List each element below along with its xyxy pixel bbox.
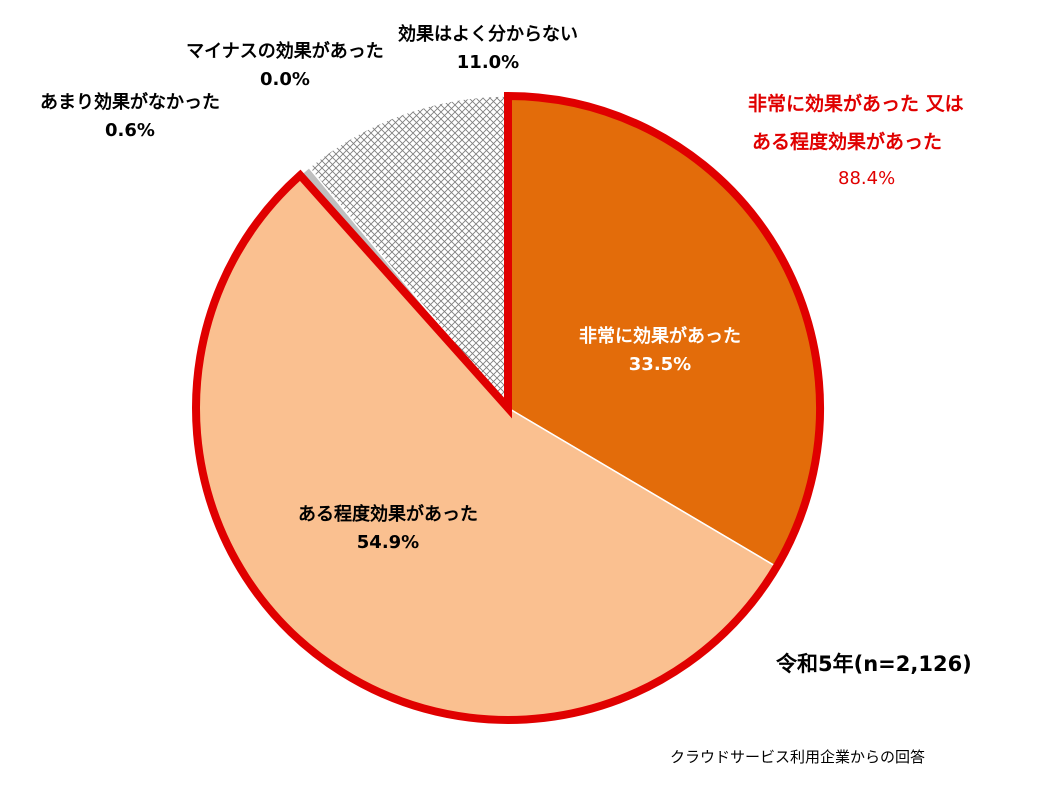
slice-label-4: マイナスの効果があった [186, 40, 384, 62]
source-note: クラウドサービス利用企業からの回答 [670, 748, 926, 766]
slice-label-1: 非常に効果があった [579, 325, 741, 347]
slice-value-4: 0.0% [260, 69, 310, 90]
sample-size-label: 令和5年(n=2,126) [776, 652, 972, 676]
slice-value-3: 0.6% [105, 120, 155, 141]
highlight-annotation-line1: 非常に効果があった 又は [748, 93, 964, 115]
highlight-annotation-value: 88.4% [838, 168, 896, 189]
slice-value-2: 54.9% [357, 532, 419, 553]
slice-value-1: 33.5% [629, 354, 691, 375]
slice-label-5: 効果はよく分からない [398, 23, 578, 45]
highlight-outline [192, 91, 824, 724]
pie-slice-5 [308, 95, 509, 411]
highlight-annotation-line2: ある程度効果があった [752, 131, 943, 153]
slice-labels-layer: 非常に効果があった 33.5% ある程度効果があった 54.9% あまり効果がなかった 0… [40, 23, 741, 553]
slice-label-2: ある程度効果があった [298, 503, 478, 525]
slice-value-5: 11.0% [457, 52, 519, 73]
highlight-outline-layer [192, 91, 824, 724]
slice-label-3: あまり効果がなかった [40, 91, 220, 113]
